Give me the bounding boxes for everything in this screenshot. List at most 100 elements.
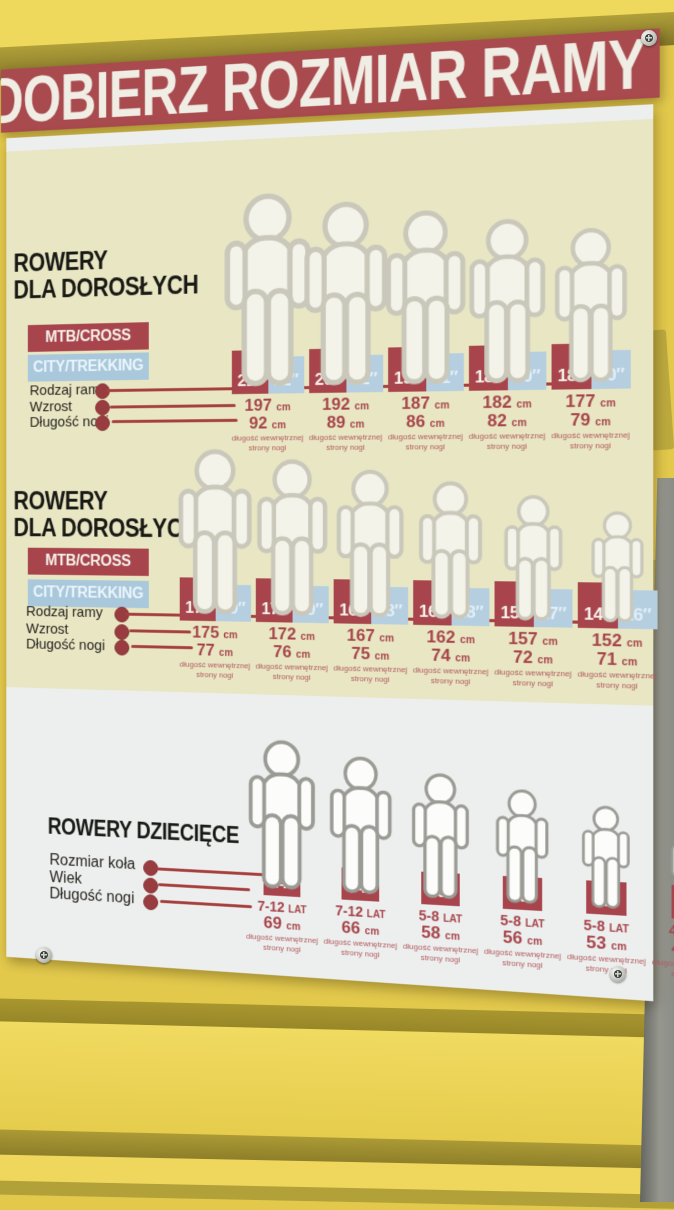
legend-leg-length: Długość nogi	[26, 636, 105, 654]
height-value: 167 cm	[327, 627, 414, 647]
column-values: 175 cm 77 cm długość wewnętrznej strony …	[173, 624, 257, 681]
leg-note: długość wewnętrznej strony nogi	[381, 432, 470, 452]
legend-dot	[114, 624, 129, 640]
size-column: 17″ 19″ 172 cm 76 cm długość wewnętrznej…	[253, 454, 331, 682]
person-figure-icon	[550, 222, 631, 386]
size-column: 18″ 20″ 182 cm 82 cm długość wewnętrznej…	[466, 212, 549, 451]
height-value: 177 cm	[544, 392, 637, 412]
leg-value: 75 cm	[327, 645, 414, 665]
height-value: 182 cm	[462, 393, 553, 412]
leg-value: 77 cm	[173, 641, 257, 660]
person-figure-icon	[333, 465, 408, 621]
leg-value: 72 cm	[487, 648, 578, 668]
column-values: 5-8 LAT 56 cm długość wewnętrznej strony…	[477, 910, 568, 971]
leg-value: 76 cm	[249, 643, 335, 663]
column-values: 5-8 LAT 53 cm długość wewnętrznej strony…	[560, 915, 653, 977]
leg-value: 89 cm	[302, 413, 389, 432]
screw-icon	[36, 947, 52, 963]
leg-note: długość wewnętrznej strony nogi	[570, 669, 664, 691]
leg-value: 74 cm	[406, 646, 495, 666]
leg-value: 92 cm	[225, 414, 310, 433]
poster-body: ROWERY DLA DOROSŁYCH MTB/CROSS CITY/TREK…	[6, 104, 653, 1001]
column-values: 5-8 LAT 58 cm długość wewnętrznej strony…	[396, 905, 485, 966]
section2-heading-line2: DLA DOROSŁYCH	[13, 515, 198, 542]
legend-line	[160, 900, 252, 908]
legend-line	[158, 883, 250, 891]
size-column: 16″ 18″ 162 cm 74 cm długość wewnętrznej…	[410, 477, 491, 687]
leg-note: długość wewnętrznej strony nogi	[462, 431, 553, 451]
size-column: 20″ 5-8 LAT 53 cm długość wewnętrznej st…	[564, 800, 649, 977]
screw-icon	[641, 30, 657, 46]
leg-note: długość wewnętrznej strony nogi	[544, 430, 637, 450]
column-values: 157 cm 72 cm długość wewnętrznej strony …	[487, 630, 578, 689]
child-figure-icon	[245, 733, 320, 894]
section1-heading-line2: DLA DOROSŁYCH	[13, 272, 198, 304]
leg-value: 86 cm	[381, 413, 470, 432]
legend-height: Wzrost	[30, 398, 72, 415]
column-values: 177 cm 79 cm długość wewnętrznej strony …	[544, 392, 637, 451]
leg-note: długość wewnętrznej strony nogi	[406, 665, 495, 687]
size-column: 14″ 16″ 152 cm 71 cm długość wewnętrznej…	[575, 508, 660, 691]
size-column: 24″ 7-12 LAT 69 cm długość wewnętrznej s…	[243, 733, 321, 955]
leg-value: 79 cm	[544, 411, 637, 430]
section3-heading: ROWERY DZIECIĘCE	[48, 815, 239, 848]
child-figure-icon	[325, 750, 395, 898]
legend-frame-type: Rodzaj ramy	[26, 603, 103, 621]
section3-columns: 24″ 7-12 LAT 69 cm długość wewnętrznej s…	[243, 733, 604, 974]
mtb-cross-tag: MTB/CROSS	[28, 322, 149, 352]
size-column: 20″ 5-8 LAT 56 cm długość wewnętrznej st…	[481, 783, 564, 971]
mtb-cross-tag: MTB/CROSS	[28, 548, 149, 576]
height-value: 192 cm	[302, 395, 389, 414]
size-column: 15″ 17″ 157 cm 72 cm długość wewnętrznej…	[491, 491, 574, 689]
person-figure-icon	[415, 477, 486, 622]
person-figure-icon	[381, 203, 470, 388]
column-values: 167 cm 75 cm długość wewnętrznej strony …	[327, 627, 414, 685]
legend-dot	[143, 894, 158, 911]
poster: DOBIERZ ROZMIAR RAMY ROWERY DLA DOROSŁYC…	[6, 0, 653, 991]
person-figure-icon	[465, 212, 550, 387]
size-column: 20″ 22″ 192 cm 89 cm długość wewnętrznej…	[306, 194, 385, 452]
leg-note: długość wewnętrznej strony nogi	[249, 662, 335, 683]
height-value: 172 cm	[249, 625, 335, 645]
child-figure-icon	[493, 784, 553, 907]
size-column: 21″ 22″ 197 cm 92 cm długość wewnętrznej…	[229, 186, 306, 453]
leg-note: długość wewnętrznej strony nogi	[173, 660, 257, 681]
column-values: 192 cm 89 cm długość wewnętrznej strony …	[302, 395, 389, 452]
column-values: 162 cm 74 cm długość wewnętrznej strony …	[406, 628, 495, 687]
height-value: 152 cm	[570, 631, 664, 651]
leg-value: 82 cm	[462, 412, 553, 431]
size-column: 17″ 19″ 175 cm 77 cm długość wewnętrznej…	[177, 444, 253, 680]
person-figure-icon	[252, 454, 331, 619]
child-figure-icon	[579, 801, 633, 912]
leg-note: długość wewnętrznej strony nogi	[327, 663, 414, 684]
legend-dot	[143, 877, 158, 893]
height-value: 187 cm	[381, 394, 470, 413]
leg-value: 71 cm	[570, 650, 664, 671]
column-values: 197 cm 92 cm długość wewnętrznej strony …	[225, 397, 310, 453]
section2-columns: 17″ 19″ 175 cm 77 cm długość wewnętrznej…	[177, 441, 600, 689]
size-column: 20″ 5-8 LAT 58 cm długość wewnętrznej st…	[400, 767, 481, 966]
leg-note: długość wewnętrznej strony nogi	[302, 432, 389, 452]
section2-heading-line1: ROWERY	[13, 488, 107, 514]
legend-leg-length: Długość nogi	[50, 886, 135, 908]
person-figure-icon	[500, 491, 565, 624]
leg-note: długość wewnętrznej strony nogi	[487, 667, 578, 689]
column-values: 152 cm 71 cm długość wewnętrznej strony …	[570, 631, 664, 691]
height-value: 157 cm	[487, 630, 578, 650]
height-value: 197 cm	[225, 397, 310, 416]
legend-dot	[95, 415, 110, 431]
person-figure-icon	[588, 508, 646, 625]
person-figure-icon	[299, 194, 392, 389]
column-values: 172 cm 76 cm długość wewnętrznej strony …	[249, 625, 335, 682]
column-values: 187 cm 86 cm długość wewnętrznej strony …	[381, 394, 470, 451]
person-figure-icon	[174, 444, 256, 619]
height-value: 162 cm	[406, 628, 495, 648]
size-column: 16″ 4-6 LAT 48 cm długość wewnętrznej st…	[649, 818, 674, 982]
size-column: 16″ 18″ 167 cm 75 cm długość wewnętrznej…	[331, 465, 410, 684]
height-value: 175 cm	[173, 624, 257, 643]
legend-dot	[95, 400, 110, 416]
legend-dot	[114, 640, 129, 656]
column-values: 4-6 LAT 48 cm długość wewnętrznej strony…	[645, 920, 674, 983]
leg-note: długość wewnętrznej strony nogi	[240, 931, 325, 955]
column-values: 7-12 LAT 69 cm długość wewnętrznej stron…	[240, 896, 325, 955]
